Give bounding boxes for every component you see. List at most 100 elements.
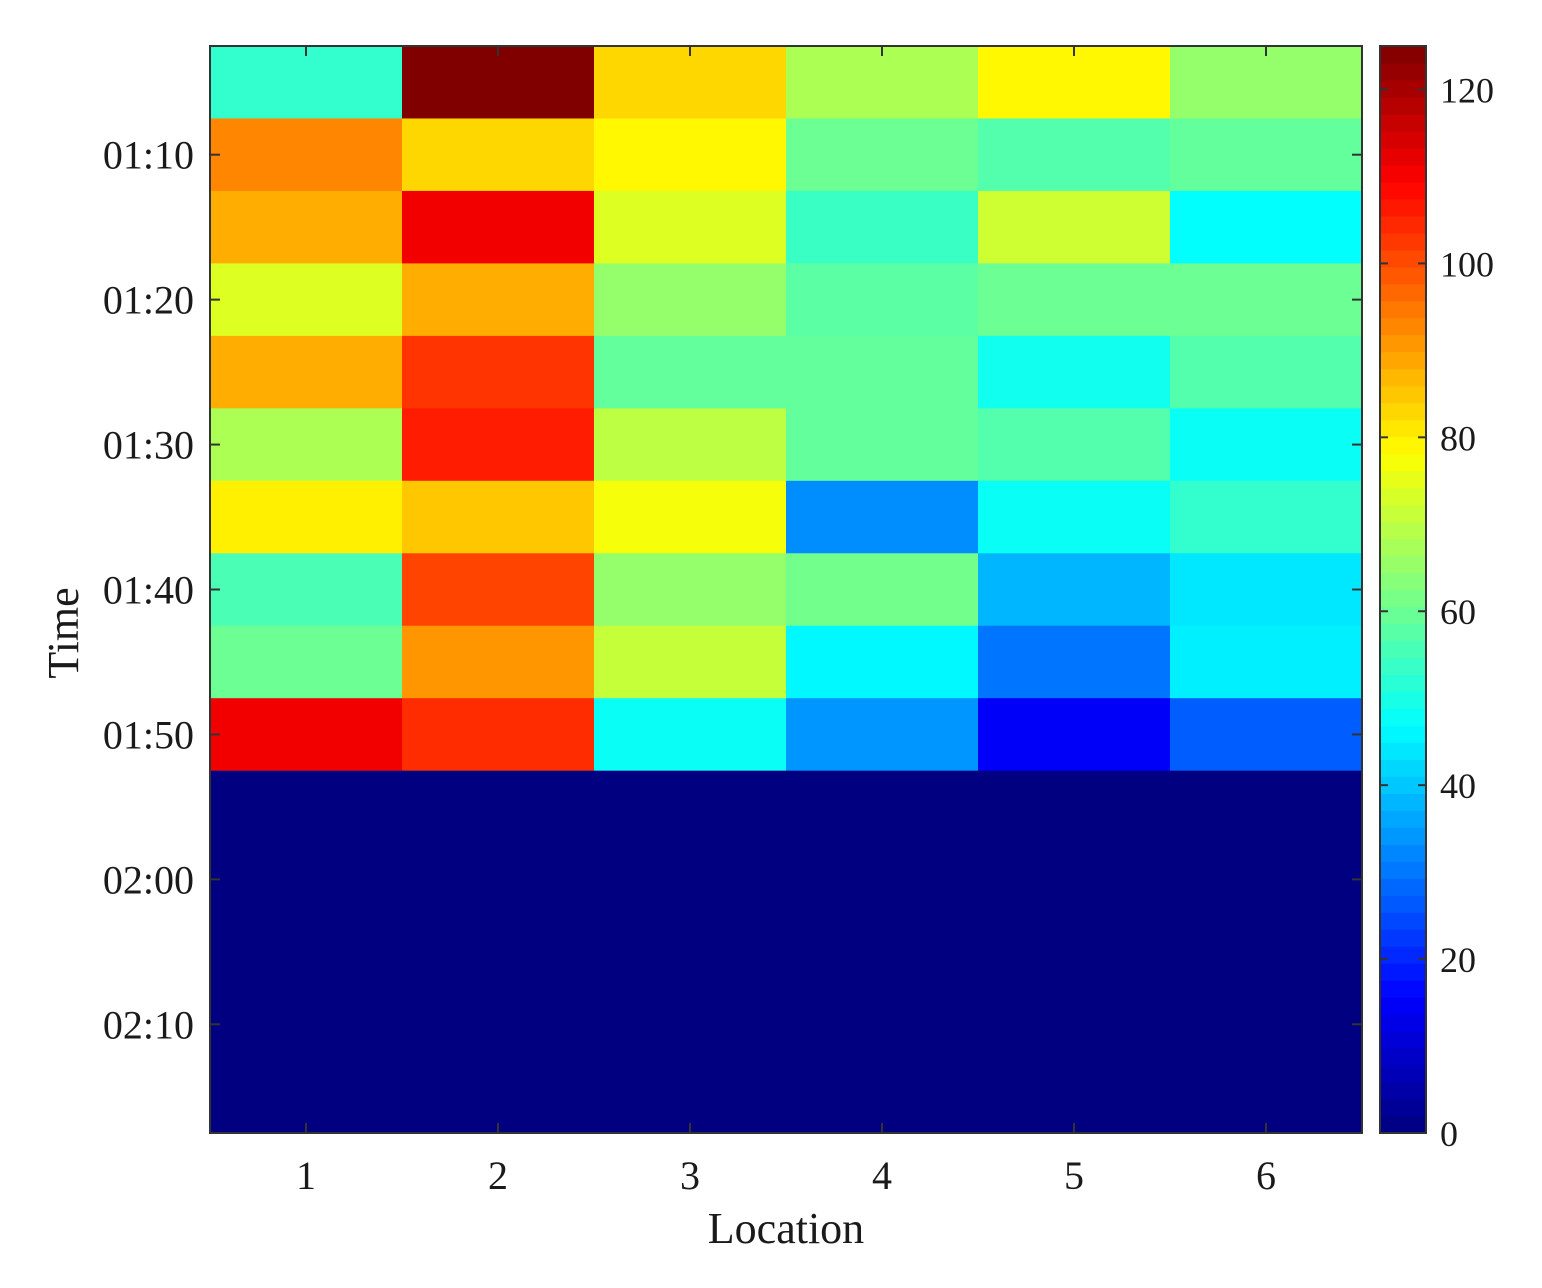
colorbar-segment — [1380, 351, 1426, 370]
colorbar-segment — [1380, 96, 1426, 115]
colorbar-segment — [1380, 929, 1426, 947]
heatmap-cell — [594, 770, 787, 844]
colorbar-segment — [1380, 79, 1426, 98]
y-tick-label: 01:30 — [103, 423, 194, 468]
heatmap-cell — [402, 553, 595, 627]
heatmap-cell — [786, 1060, 979, 1134]
colorbar-segment — [1380, 793, 1426, 811]
y-tick-label: 01:50 — [103, 712, 194, 757]
heatmap-cell — [978, 263, 1171, 337]
heatmap-cell — [978, 480, 1171, 554]
heatmap-cell — [978, 988, 1171, 1062]
x-tick-label: 4 — [872, 1153, 892, 1198]
colorbar-segment — [1380, 504, 1426, 523]
x-tick-label: 2 — [488, 1153, 508, 1198]
heatmap-cell — [786, 553, 979, 627]
heatmap-cell — [786, 335, 979, 409]
colorbar-segment — [1380, 113, 1426, 132]
heatmap-cell — [1170, 915, 1363, 989]
heatmap-cell — [786, 625, 979, 699]
heatmap-cell — [594, 843, 787, 917]
colorbar-segment — [1380, 266, 1426, 285]
heatmap-cell — [402, 625, 595, 699]
colorbar-segment — [1380, 691, 1426, 709]
colorbar-segment — [1380, 215, 1426, 234]
heatmap-cell — [786, 263, 979, 337]
colorbar-segment — [1380, 436, 1426, 455]
colorbar-segment — [1380, 674, 1426, 692]
colorbar-segment — [1380, 538, 1426, 557]
colorbar-frame — [1379, 45, 1427, 1134]
y-tick-label: 01:40 — [103, 568, 194, 613]
heatmap-cell — [210, 988, 403, 1062]
colorbar-tick-label: 80 — [1440, 418, 1476, 458]
y-tick-labels: 01:10 01:20 01:30 01:40 01:50 02:00 02:10 — [103, 133, 194, 1048]
colorbar-segment — [1380, 453, 1426, 472]
colorbar-segment — [1380, 232, 1426, 251]
colorbar-segment — [1380, 810, 1426, 828]
colorbar-tick-label: 100 — [1440, 244, 1494, 284]
heatmap-cell — [594, 46, 787, 120]
heatmap-cell — [1170, 46, 1363, 120]
heatmap-cell — [594, 988, 787, 1062]
heatmap-cell — [1170, 190, 1363, 264]
heatmap-cell — [1170, 625, 1363, 699]
heatmap-cell — [210, 698, 403, 772]
colorbar-segment — [1380, 759, 1426, 777]
colorbar-tick-label: 20 — [1440, 940, 1476, 980]
heatmap-cell — [1170, 480, 1363, 554]
colorbar-segment — [1380, 402, 1426, 421]
colorbar-segment — [1380, 334, 1426, 353]
colorbar-segment — [1380, 1099, 1426, 1117]
colorbar-segment — [1380, 249, 1426, 268]
heatmap-cell — [978, 698, 1171, 772]
heatmap-cell — [786, 698, 979, 772]
heatmap-cell — [1170, 843, 1363, 917]
colorbar-segment — [1380, 300, 1426, 319]
colorbar-segment — [1380, 572, 1426, 591]
heatmap-cell — [978, 118, 1171, 192]
heatmap-cell — [402, 770, 595, 844]
colorbar-segment — [1380, 198, 1426, 217]
heatmap-cell — [978, 843, 1171, 917]
heatmap-cell — [402, 843, 595, 917]
heatmap-cell — [594, 553, 787, 627]
colorbar-segment — [1380, 46, 1426, 64]
heatmap-cell — [786, 46, 979, 120]
colorbar-segment — [1380, 317, 1426, 336]
heatmap-cell — [594, 408, 787, 482]
colorbar-segment — [1380, 657, 1426, 676]
heatmap-cell — [594, 118, 787, 192]
heatmap-cell — [402, 408, 595, 482]
heatmap-cell — [786, 408, 979, 482]
heatmap-cell — [594, 263, 787, 337]
colorbar-segment — [1380, 980, 1426, 998]
heatmap-cell — [402, 698, 595, 772]
heatmap-cell — [1170, 263, 1363, 337]
heatmap-cell — [1170, 118, 1363, 192]
colorbar-segment — [1380, 470, 1426, 489]
axis-ticks — [210, 46, 1362, 1133]
colorbar-segment — [1380, 963, 1426, 981]
colorbar-segment — [1380, 878, 1426, 896]
colorbar-segment — [1380, 589, 1426, 608]
heatmap-cell — [978, 408, 1171, 482]
colorbar-tick-label: 0 — [1440, 1114, 1458, 1154]
y-axis-label: Time — [39, 587, 88, 678]
heatmap-cell — [786, 190, 979, 264]
heatmap-cell — [1170, 553, 1363, 627]
heatmap-cell — [594, 1060, 787, 1134]
colorbar-segment — [1380, 827, 1426, 845]
heatmap-cell — [402, 1060, 595, 1134]
heatmap-cell — [402, 263, 595, 337]
heatmap-cell — [1170, 335, 1363, 409]
colorbar-segment — [1380, 844, 1426, 862]
y-tick-label: 01:20 — [103, 278, 194, 323]
colorbar-segment — [1380, 62, 1426, 81]
heatmap-cell — [210, 625, 403, 699]
heatmap-cell — [210, 46, 403, 120]
colorbar-segment — [1380, 1048, 1426, 1066]
heatmap-cell — [402, 988, 595, 1062]
